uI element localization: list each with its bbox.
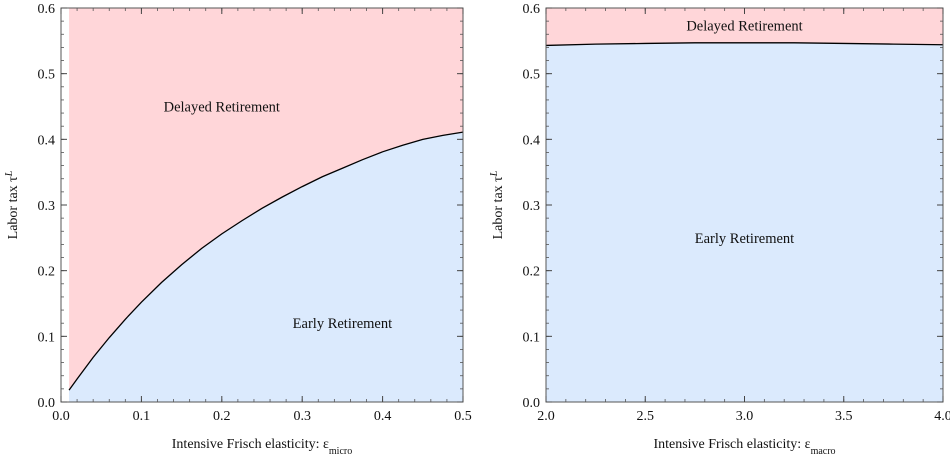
y-tick-label: 0.3	[38, 199, 56, 214]
x-tick-label: 0.3	[293, 409, 311, 424]
y-tick-label: 0.6	[38, 2, 56, 17]
y-tick-label: 0.1	[523, 330, 541, 345]
y-tick-label: 0.3	[523, 199, 541, 214]
x-tick-label: 4.0	[934, 409, 950, 424]
region-delayed-retirement	[69, 8, 463, 391]
x-tick-label: 3.5	[835, 409, 853, 424]
x-axis-title: Intensive Frisch elasticity: εmicro	[172, 437, 352, 457]
y-tick-label: 0.4	[38, 133, 56, 148]
y-tick-label: 0.1	[38, 330, 56, 345]
y-tick-label: 0.4	[523, 133, 541, 148]
region-early-retirement	[546, 42, 943, 403]
y-tick-label: 0.6	[523, 2, 541, 17]
region-early-retirement	[69, 132, 463, 403]
x-tick-label: 3.0	[736, 409, 754, 424]
y-tick-label: 0.5	[38, 68, 56, 83]
x-tick-label: 0.2	[213, 409, 231, 424]
x-tick-label: 0.4	[374, 409, 392, 424]
region-label-delayed-retirement: Delayed Retirement	[164, 100, 280, 116]
chart-panel-1: 0.0 0.1 0.2 0.3 0.4 0.5 0.0 0.1 0.2 0.3 0.4 0.5 0.6 D…	[4, 2, 472, 457]
y-tick-label: 0.2	[38, 265, 56, 280]
y-tick-label: 0.5	[523, 68, 541, 83]
boundary-line	[545, 42, 944, 47]
x-tick-label: 0.5	[454, 409, 472, 424]
boundary-line	[68, 131, 464, 391]
x-tick-label: 2.5	[637, 409, 655, 424]
region-delayed-retirement	[546, 8, 943, 46]
y-axis-title: Labor tax τL	[4, 170, 22, 239]
x-tick-label: 0.0	[52, 409, 70, 424]
y-tick-label: 0.0	[523, 396, 541, 411]
region-label-early-retirement: Early Retirement	[293, 316, 392, 332]
y-tick-label: 0.0	[38, 396, 56, 411]
x-tick-label: 0.1	[133, 409, 151, 424]
y-axis-title: Labor tax τL	[489, 170, 507, 239]
region-label-early-retirement: Early Retirement	[695, 231, 794, 247]
region-label-delayed-retirement: Delayed Retirement	[686, 19, 802, 35]
chart-panel-2: 2.0 2.5 3.0 3.5 4.0 0.0 0.1 0.2 0.3 0.4 0.5 0.6 Dela…	[489, 2, 950, 457]
x-axis-title: Intensive Frisch elasticity: εmacro	[653, 437, 835, 457]
x-tick-label: 2.0	[537, 409, 555, 424]
y-tick-label: 0.2	[523, 265, 541, 280]
